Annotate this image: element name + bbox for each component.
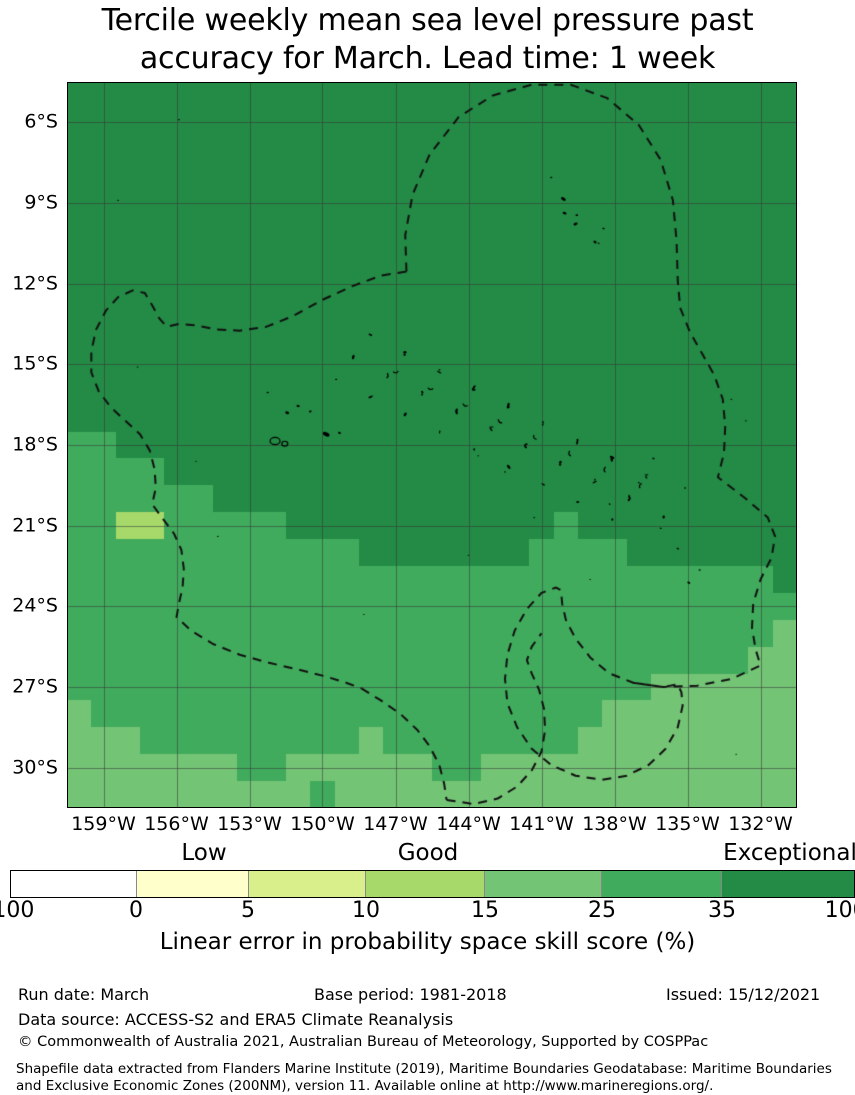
footer-shapefile-attribution: Shapefile data extracted from Flanders M…	[16, 1061, 832, 1094]
x-axis-tick-label: 135°W	[655, 813, 720, 835]
y-axis-tick-label: 9°S	[24, 191, 58, 214]
skill-score-heatmap-canvas	[67, 82, 797, 808]
colorbar-tick-label: 35	[708, 898, 736, 923]
colorbar-tick-label: 100	[824, 898, 855, 923]
footer-copyright: © Commonwealth of Australia 2021, Austra…	[18, 1034, 709, 1050]
x-axis-tick-label: 159°W	[71, 813, 136, 835]
colorbar-category-label: Exceptional	[723, 840, 855, 866]
colorbar-axis-label: Linear error in probability space skill …	[159, 929, 696, 955]
x-axis-tick-label: 132°W	[728, 813, 793, 835]
x-axis-tick-label: 144°W	[436, 813, 501, 835]
footer-run-date: Run date: March	[18, 985, 150, 1004]
colorbar-tick-labels: 100 0 5 10 15 25 35 100	[0, 899, 855, 925]
y-axis-tick-label: 15°S	[12, 352, 58, 375]
y-axis-tick-label: 27°S	[12, 675, 58, 698]
y-axis-tick-label: 21°S	[12, 514, 58, 537]
colorbar-tick-label: 100	[0, 898, 35, 923]
colorbar-tick-label: 10	[352, 898, 380, 923]
x-axis-tick-label: 156°W	[144, 813, 209, 835]
footer-data-source: Data source: ACCESS-S2 and ERA5 Climate …	[18, 1010, 454, 1029]
x-axis-tick-label: 138°W	[582, 813, 647, 835]
colorbar-segment	[11, 871, 137, 897]
footer-base-period: Base period: 1981-2018	[314, 985, 507, 1004]
x-axis-tick-label: 153°W	[217, 813, 282, 835]
colorbar-segment	[365, 871, 485, 897]
colorbar-category-label: Good	[397, 840, 459, 866]
x-axis-tick-label: 141°W	[509, 813, 574, 835]
colorbar-segment	[721, 871, 854, 897]
page-title: Tercile weekly mean sea level pressure p…	[0, 2, 855, 78]
footer: Run date: March Base period: 1981-2018 I…	[0, 985, 855, 1095]
colorbar-tick-label: 15	[471, 898, 499, 923]
colorbar-segment	[601, 871, 722, 897]
y-axis-tick-label: 18°S	[12, 433, 58, 456]
colorbar-tick-label: 0	[129, 898, 143, 923]
map-plot-area	[67, 82, 797, 808]
y-axis-tick-label: 6°S	[24, 110, 58, 133]
colorbar-tick-label: 25	[588, 898, 616, 923]
footer-issued-date: Issued: 15/12/2021	[666, 985, 821, 1004]
y-axis-tick-label: 12°S	[12, 272, 58, 295]
colorbar-segment	[484, 871, 602, 897]
x-axis-tick-label: 150°W	[290, 813, 355, 835]
colorbar	[10, 870, 855, 898]
page-title-line-1: Tercile weekly mean sea level pressure p…	[101, 3, 754, 38]
x-axis-tick-label: 147°W	[363, 813, 428, 835]
y-axis-tick-label: 24°S	[12, 594, 58, 617]
y-axis-tick-label: 30°S	[12, 756, 58, 779]
colorbar-category-labels: Low Good Exceptional	[0, 840, 855, 866]
colorbar-segment	[136, 871, 249, 897]
colorbar-segment	[248, 871, 366, 897]
colorbar-category-label: Low	[181, 840, 227, 866]
page-title-line-2: accuracy for March. Lead time: 1 week	[139, 41, 716, 76]
colorbar-tick-label: 5	[241, 898, 255, 923]
